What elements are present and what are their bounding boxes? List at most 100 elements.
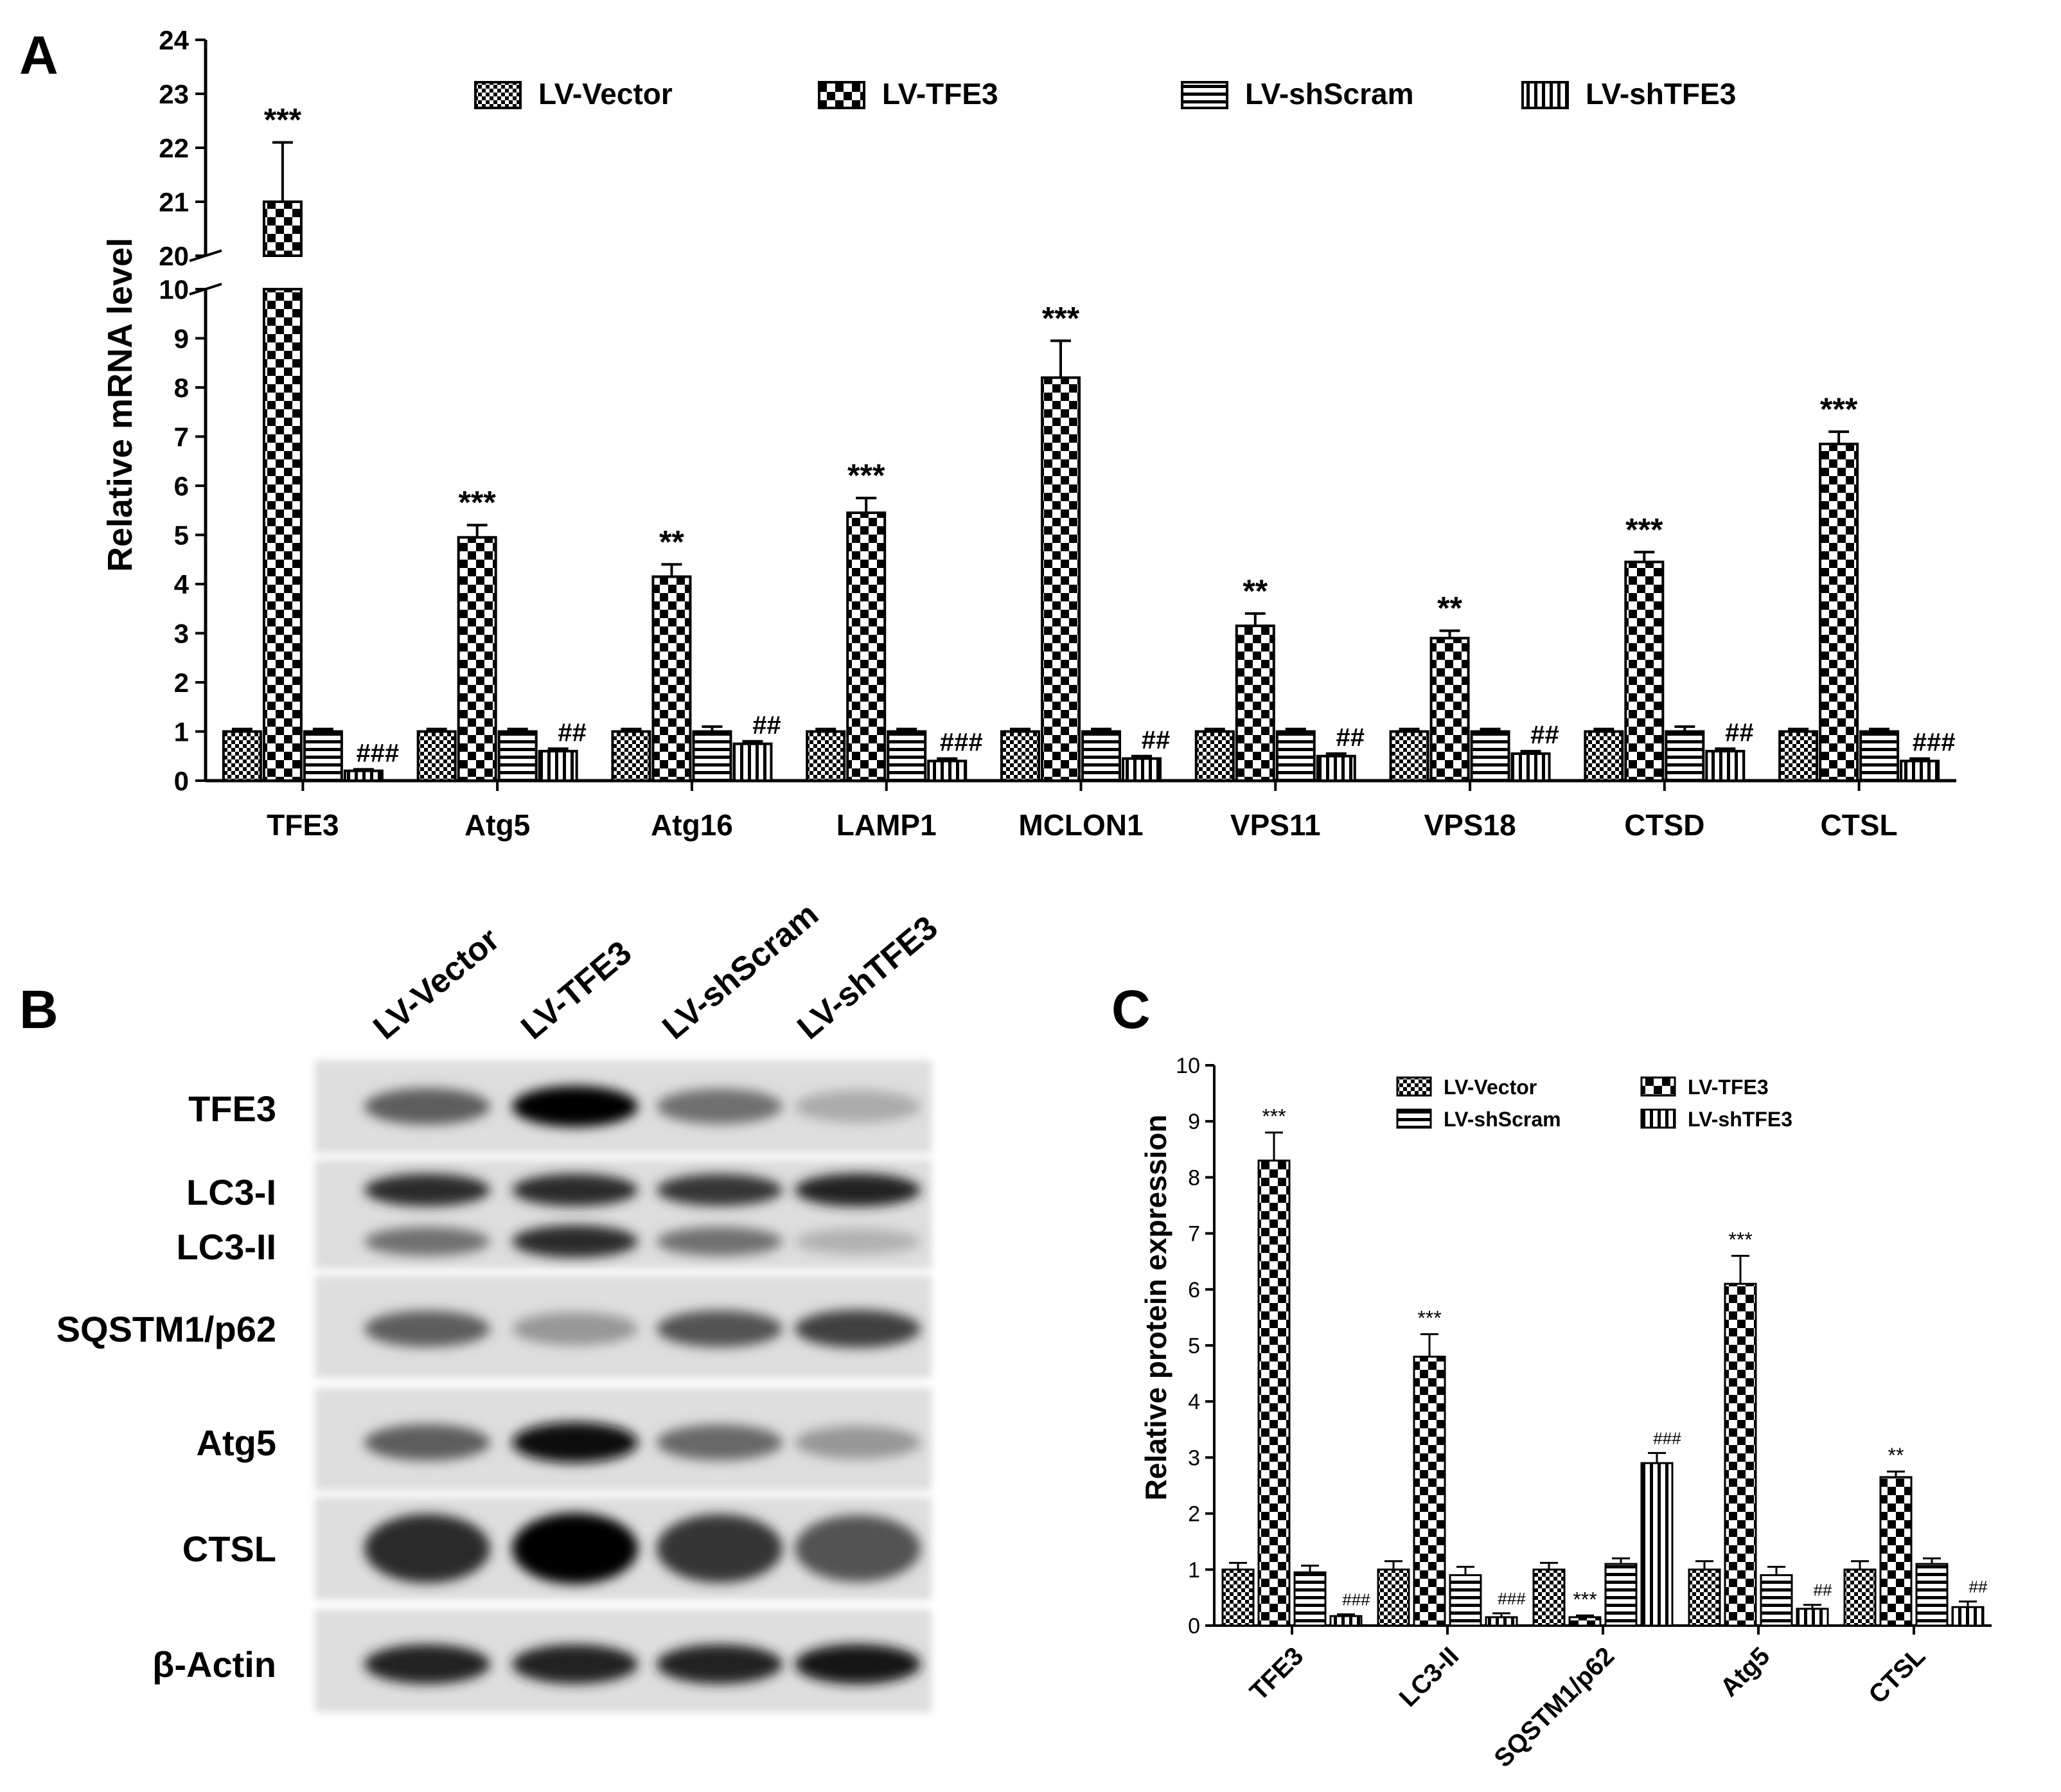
chart-a-legend: LV-Vector LV-TFE3 LV-shScram LV-shTFE3	[474, 77, 1736, 111]
chart-a-bar	[1316, 754, 1356, 782]
chart-c-y-tick-label: 9	[1188, 1110, 1200, 1134]
chart-a-legend-swatch	[818, 81, 865, 109]
chart-a-significance-label: ##	[752, 711, 781, 740]
chart-a-y-tick-label: 24	[159, 25, 189, 55]
blot-band	[512, 1086, 638, 1127]
chart-a-y-tick-label: 8	[174, 373, 189, 403]
chart-a-significance-label: ***	[264, 102, 302, 138]
chart-a-significance-label: ##	[1725, 718, 1754, 747]
blot-band	[512, 1513, 638, 1584]
blot-row-label: β-Actin	[152, 1644, 276, 1685]
blot-band	[657, 1514, 783, 1583]
blot-band	[795, 1644, 921, 1685]
blot-band	[364, 1088, 490, 1125]
chart-c-ylabel: Relative protein expression	[1139, 1115, 1172, 1501]
blot-band	[364, 1310, 490, 1347]
chart-c-x-tick-label: TFE3	[1244, 1642, 1309, 1706]
chart-c-legend-swatch	[1640, 1108, 1676, 1129]
chart-c-significance-label: ***	[1417, 1307, 1441, 1330]
chart-c-bar	[1449, 1574, 1482, 1627]
blot-band	[795, 1090, 921, 1123]
chart-a-bar	[343, 769, 384, 782]
chart-a-bar	[1429, 637, 1470, 783]
chart-a-significance-label: ###	[940, 729, 983, 757]
blot-row-label: TFE3	[188, 1088, 276, 1129]
chart-c-y-tick-label: 4	[1188, 1390, 1200, 1414]
chart-a-bar	[1235, 625, 1275, 783]
blot-band	[657, 1174, 783, 1206]
chart-c-bar	[1532, 1568, 1566, 1627]
panel-label-a: A	[19, 25, 58, 85]
chart-c-bar	[1293, 1571, 1327, 1627]
chart-a-x-tick-label: VPS18	[1424, 808, 1516, 842]
chart-a-significance-label: **	[1243, 573, 1268, 609]
chart-c-significance-label: ###	[1653, 1428, 1681, 1448]
blot-band	[795, 1309, 921, 1348]
chart-a-y-tick-label: 7	[174, 422, 189, 452]
chart-a-y-tick-label: 1	[174, 717, 189, 747]
chart-c-y-tick-label: 6	[1188, 1278, 1200, 1302]
chart-a-x-tick-label: TFE3	[267, 808, 339, 842]
chart-c-y-tick-label: 3	[1188, 1446, 1200, 1470]
chart-a-bar	[457, 536, 497, 782]
chart-a-significance-label: **	[659, 524, 684, 560]
chart-c-bar	[1760, 1574, 1793, 1627]
blot-band	[657, 1644, 783, 1684]
blot-band	[512, 1422, 638, 1463]
blot-band	[657, 1227, 783, 1256]
blot-lane-label: LV-Vector	[366, 921, 506, 1047]
chart-a-significance-label: ##	[1142, 726, 1171, 754]
chart-a-y-tick-label: 5	[174, 520, 189, 551]
chart-a-significance-label: **	[1437, 590, 1462, 626]
chart-c-bar	[1377, 1568, 1410, 1627]
chart-a-bar	[732, 742, 773, 782]
chart-c-bar	[1843, 1568, 1877, 1627]
chart-a-bar	[538, 750, 578, 782]
chart-c-bar	[1688, 1568, 1721, 1627]
chart-c-axes: 0 1 2 3 4 5 6 7 8 9 10 TFE3 LC3-II SQSTM1/p62 Atg5 CTSL	[1176, 1054, 1992, 1773]
chart-c-legend-label: LV-Vector	[1444, 1076, 1537, 1099]
chart-a-bar	[1819, 442, 1859, 782]
blot-band	[795, 1173, 921, 1207]
blot-row-label: SQSTM1/p62	[57, 1309, 276, 1349]
chart-a-bar	[1275, 730, 1316, 782]
chart-a-significance-label: ***	[1625, 511, 1663, 547]
chart-a-significance-label: ***	[1042, 300, 1080, 336]
chart-a-bar	[1000, 730, 1040, 782]
chart-c-bar	[1951, 1606, 1985, 1627]
chart-a-bar	[1510, 752, 1551, 783]
chart-a-bar	[651, 575, 692, 783]
blot-band	[364, 1227, 490, 1256]
blot-band	[364, 1644, 490, 1684]
chart-c-bar	[1915, 1563, 1949, 1627]
chart-a-x-tick-label: CTSD	[1624, 808, 1704, 842]
chart-a-x-tick-label: Atg5	[464, 808, 530, 842]
chart-a-significance-label: ##	[1336, 723, 1365, 752]
chart-c-legend-swatch	[1396, 1076, 1432, 1097]
chart-a-legend-swatch	[1181, 81, 1228, 109]
chart-c-protein: Relative protein expression LV-Vector LV-…	[1139, 1054, 1992, 1773]
chart-c-y-tick-label: 0	[1188, 1614, 1200, 1638]
chart-a-legend-label: LV-shTFE3	[1586, 77, 1736, 111]
chart-a-x-tick-label: VPS11	[1230, 808, 1321, 842]
chart-c-x-tick-label: LC3-II	[1394, 1642, 1465, 1712]
chart-a-bar	[1041, 376, 1081, 782]
chart-c-bar	[1568, 1616, 1602, 1627]
chart-a-y-tick-label: 9	[174, 324, 189, 354]
chart-a-bar	[497, 730, 538, 782]
chart-a-bar	[1705, 750, 1746, 782]
chart-c-significance-label: ***	[1573, 1588, 1597, 1611]
blot-row-label: Atg5	[197, 1423, 276, 1463]
chart-c-y-tick-label: 7	[1188, 1222, 1200, 1246]
blot-row-label: LC3-II	[176, 1227, 276, 1267]
chart-c-bar	[1221, 1568, 1255, 1627]
chart-c-x-tick-label: Atg5	[1715, 1642, 1775, 1702]
blot-band	[512, 1173, 638, 1207]
blot-band	[795, 1229, 921, 1254]
chart-c-significance-label: ***	[1262, 1105, 1286, 1128]
chart-a-y-tick-label: 6	[174, 471, 189, 501]
chart-a-bar	[416, 730, 457, 782]
chart-c-legend: LV-Vector LV-TFE3 LV-shScram LV-shTFE3	[1396, 1076, 1792, 1131]
chart-a-y-tick-label: 22	[159, 133, 189, 163]
